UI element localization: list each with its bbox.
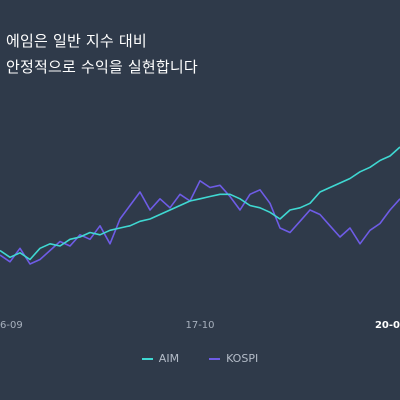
series-line-kospi <box>0 180 400 265</box>
chart-legend: AIM KOSPI <box>0 352 400 365</box>
series-layer <box>0 146 400 265</box>
headline: 에임은 일반 지수 대비 안정적으로 수익을 실현합니다 <box>6 28 198 80</box>
legend-swatch-kospi <box>209 357 221 360</box>
legend-label-kospi: KOSPI <box>226 352 259 365</box>
x-tick-label: 6-09 <box>0 320 23 331</box>
x-tick-label: 17-10 <box>185 320 214 331</box>
legend-item-aim[interactable]: AIM <box>141 352 180 365</box>
x-axis: 6-09 17-10 20-0 <box>0 320 400 331</box>
legend-item-kospi[interactable]: KOSPI <box>209 352 258 365</box>
headline-line-2: 안정적으로 수익을 실현합니다 <box>6 58 198 76</box>
legend-swatch-aim <box>141 357 153 360</box>
legend-label-aim: AIM <box>158 352 180 365</box>
series-line-aim <box>0 146 400 261</box>
x-tick-label: 20-0 <box>375 320 400 331</box>
headline-line-1: 에임은 일반 지수 대비 <box>6 32 147 50</box>
